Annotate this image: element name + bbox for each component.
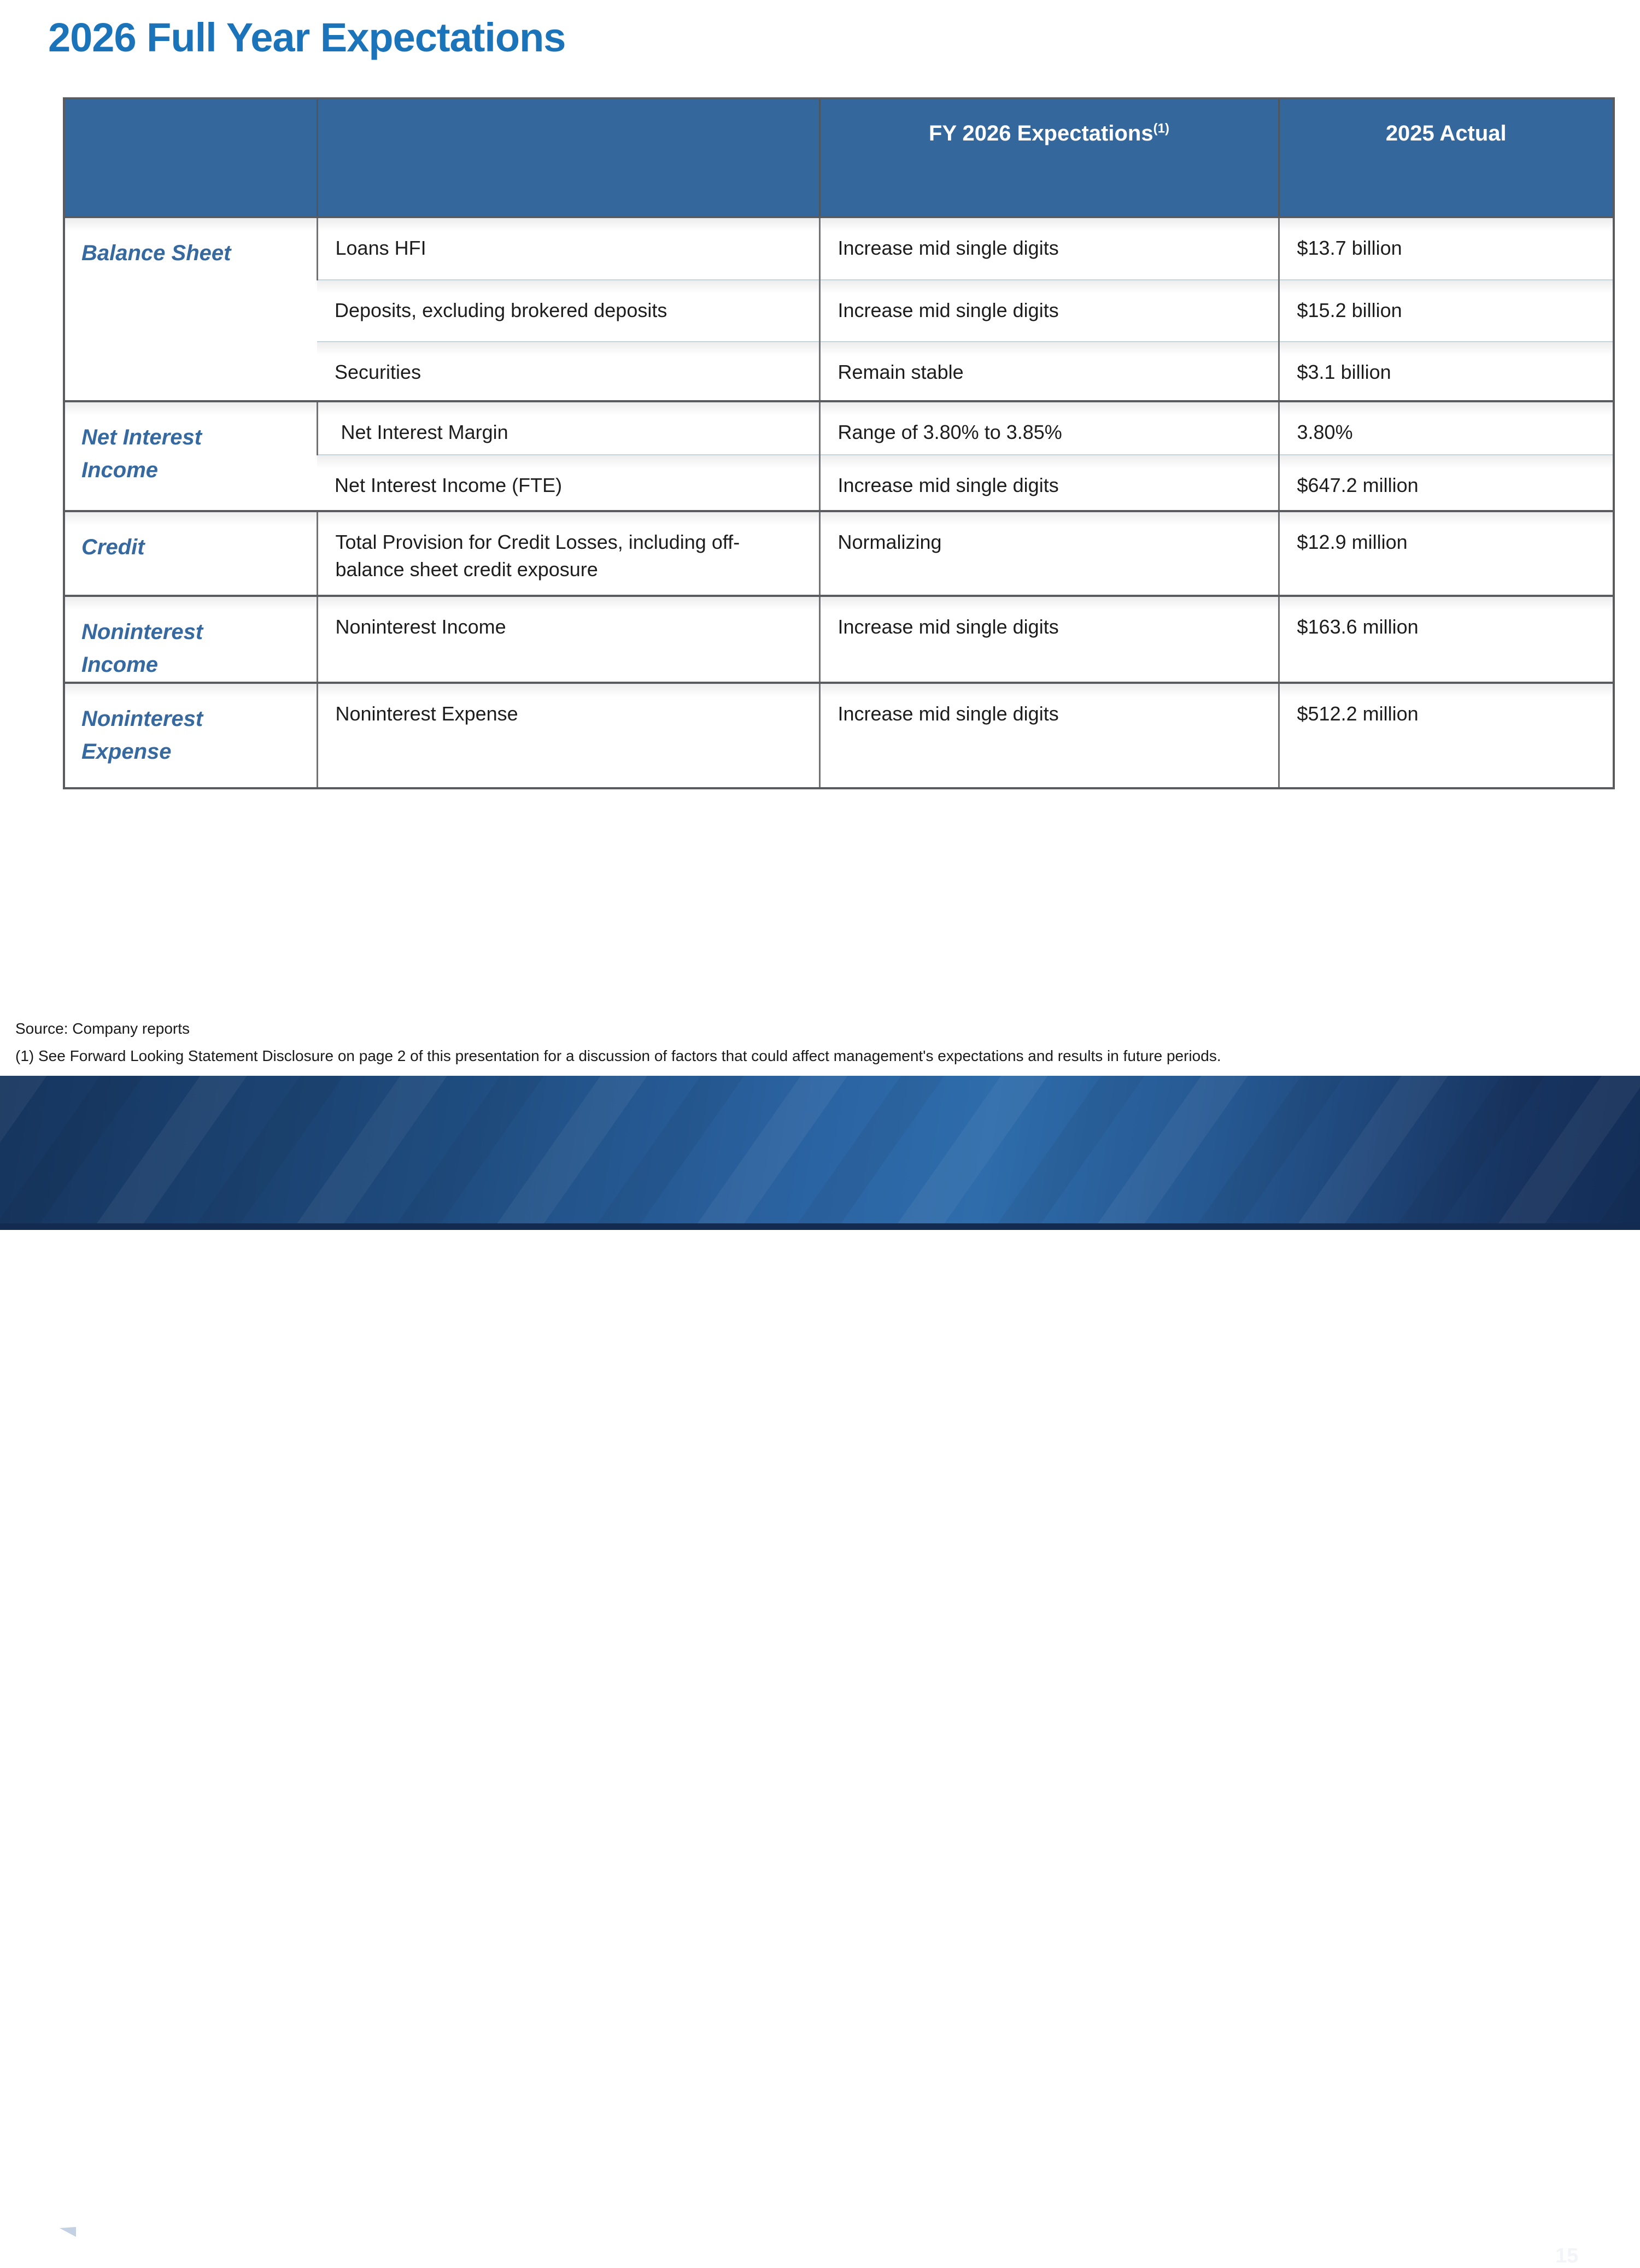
item-cell: Net Interest Income (FTE)	[317, 454, 819, 511]
actual-cell: $647.2 million	[1278, 454, 1614, 511]
trustmark-logo: Trustmark	[52, 2197, 325, 2252]
expectation-cell: Increase mid single digits	[818, 595, 1279, 683]
item-cell: Noninterest Income	[316, 595, 819, 683]
expectation-cell: Increase mid single digits	[818, 216, 1279, 280]
expectation-cell: Increase mid single digits	[818, 279, 1279, 342]
header-cell-actual: 2025 Actual	[1278, 98, 1614, 218]
expectations-table: FY 2026 Expectations(1) 2025 Actual Bala…	[63, 97, 1615, 789]
header-cell-item	[316, 98, 819, 218]
table-header-row: FY 2026 Expectations(1) 2025 Actual	[64, 98, 1614, 218]
table-row: Net Interest Income (FTE) Increase mid s…	[64, 454, 1614, 511]
item-cell: Noninterest Expense	[316, 682, 819, 788]
banner-bottom-strip	[0, 1223, 1640, 1230]
table-row: Deposits, excluding brokered deposits In…	[64, 279, 1614, 342]
table-row: Credit Total Provision for Credit Losses…	[64, 510, 1614, 596]
expectation-cell: Increase mid single digits	[818, 454, 1279, 511]
table-row: Balance Sheet Loans HFI Increase mid sin…	[64, 216, 1614, 401]
actual-cell: $3.1 billion	[1278, 341, 1614, 401]
slide: 2026 Full Year Expectations FY 2026 Expe…	[0, 15, 1640, 2267]
actual-cell: $13.7 billion	[1278, 216, 1614, 280]
footer-banner: Trustmark 15	[0, 1076, 1640, 2267]
table-row: Securities Remain stable $3.1 billion	[64, 341, 1614, 401]
category-cell: Credit	[64, 510, 317, 596]
expectation-cell: Range of 3.80% to 3.85%	[818, 400, 1279, 455]
header-cell-expectations: FY 2026 Expectations(1)	[818, 98, 1279, 218]
category-cell: Noninterest Expense	[64, 682, 317, 788]
disclosure-note: (1) See Forward Looking Statement Disclo…	[15, 1047, 1221, 1064]
category-cell: Balance Sheet	[64, 216, 317, 401]
expectation-cell: Increase mid single digits	[818, 682, 1279, 788]
page-number: 15	[1555, 2244, 1579, 2267]
item-cell: Deposits, excluding brokered deposits	[317, 279, 819, 342]
expectation-cell: Normalizing	[818, 510, 1279, 596]
actual-cell: 3.80%	[1278, 400, 1614, 455]
actual-cell: $512.2 million	[1278, 682, 1614, 788]
trustmark-diamond-icon	[52, 2197, 107, 2250]
actual-cell: $163.6 million	[1278, 595, 1614, 683]
item-cell: Securities	[317, 341, 819, 401]
actual-cell: $15.2 billion	[1278, 279, 1614, 342]
expectation-cell: Remain stable	[818, 341, 1279, 401]
item-cell: Loans HFI	[316, 216, 819, 280]
table-row: Noninterest Income Noninterest Income In…	[64, 595, 1614, 683]
category-cell: Noninterest Income	[64, 595, 317, 683]
actual-cell: $12.9 million	[1278, 510, 1614, 596]
footnote-marker: (1)	[1153, 121, 1169, 136]
source-note: Source: Company reports	[15, 1020, 190, 1037]
item-cell: Total Provision for Credit Losses, inclu…	[316, 510, 819, 596]
item-cell: Net Interest Margin	[316, 400, 819, 455]
category-cell: Net Interest Income	[64, 400, 317, 511]
slide-title: 2026 Full Year Expectations	[48, 15, 566, 60]
table-row: Net Interest Income Net Interest Margin …	[64, 400, 1614, 511]
trustmark-wordmark: Trustmark	[113, 2210, 262, 2246]
table-row: Noninterest Expense Noninterest Expense …	[64, 682, 1614, 788]
header-cell-category	[64, 98, 317, 218]
